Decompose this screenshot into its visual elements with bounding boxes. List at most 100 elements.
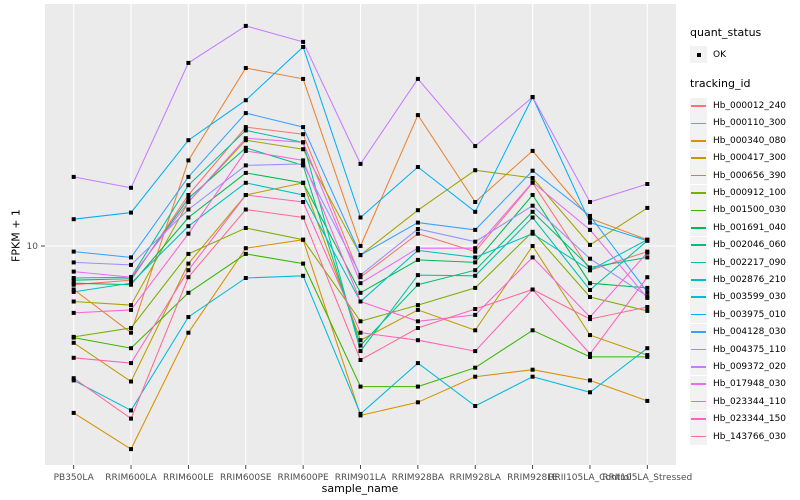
legend-entry-label: Hb_003975_010 <box>713 309 787 320</box>
legend-line-swatch <box>691 192 706 194</box>
legend-key <box>690 184 707 202</box>
legend-line-swatch <box>691 122 706 125</box>
legend-entry-label: Hb_004375_110 <box>713 344 787 355</box>
legend-line-swatch <box>691 244 706 246</box>
axis-ticks <box>41 245 648 469</box>
legend-line-swatch <box>691 348 706 351</box>
legend-entry-ok: OK <box>690 46 798 64</box>
legend-line-swatch <box>691 174 706 177</box>
y-tick-label: 10 <box>27 242 39 252</box>
legend-entry-Hb_002046_060: Hb_002046_060 <box>690 236 798 254</box>
legend-entry-label: Hb_002876_210 <box>713 274 787 285</box>
legend-line-swatch <box>691 139 706 142</box>
legend-entry-Hb_000340_080: Hb_000340_080 <box>690 132 798 150</box>
legend-entry-Hb_001691_040: Hb_001691_040 <box>690 219 798 237</box>
svg-text:RRIM928LE: RRIM928LE <box>507 473 558 483</box>
legend-entry-label: Hb_000417_300 <box>713 153 787 164</box>
legend-entry-Hb_002217_090: Hb_002217_090 <box>690 254 798 272</box>
legend-entry-Hb_002876_210: Hb_002876_210 <box>690 271 798 289</box>
legend-entry-label: Hb_000912_100 <box>713 188 787 199</box>
legend-key <box>690 393 707 411</box>
legend-quant-status: quant_status OK <box>690 26 798 64</box>
legend-entry-label: Hb_017948_030 <box>713 379 787 390</box>
legend-entry-Hb_003599_030: Hb_003599_030 <box>690 288 798 306</box>
legend-entry-Hb_000912_100: Hb_000912_100 <box>690 184 798 202</box>
legend-line-swatch <box>691 400 706 403</box>
legend-line-swatch <box>691 313 706 316</box>
legend-line-swatch <box>691 383 706 386</box>
legend-entry-Hb_000012_240: Hb_000012_240 <box>690 97 798 115</box>
legend-entry-label: Hb_002046_060 <box>713 240 787 251</box>
legend-entry-label: Hb_143766_030 <box>713 431 787 442</box>
legend-entry-label: Hb_023344_150 <box>713 414 787 425</box>
legend-entry-Hb_143766_030: Hb_143766_030 <box>690 428 798 445</box>
legend-entry-Hb_000656_390: Hb_000656_390 <box>690 167 798 185</box>
legend-key <box>690 428 707 445</box>
legend-entry-label: Hb_000656_390 <box>713 170 787 181</box>
legend-key <box>690 132 707 150</box>
legend-line-swatch <box>691 418 706 420</box>
legend-line-swatch <box>691 331 706 333</box>
svg-text:RRII105LA_Control: RRII105LA_Control <box>548 473 631 483</box>
legend-key <box>690 236 707 254</box>
legend-entry-label: Hb_003599_030 <box>713 292 787 303</box>
legend-entry-label: Hb_000110_300 <box>713 118 787 129</box>
legend-key <box>690 410 707 428</box>
legend-key <box>690 149 707 167</box>
legend-key <box>690 167 707 185</box>
legend-quant-status-title: quant_status <box>690 26 762 39</box>
legend-entry-label: Hb_023344_110 <box>713 396 787 407</box>
legend-entry-label: Hb_002217_090 <box>713 257 787 268</box>
svg-text:PB350LA: PB350LA <box>54 473 95 483</box>
svg-text:RRIM901LA: RRIM901LA <box>335 473 387 483</box>
legend-line-swatch <box>691 279 706 281</box>
point-marker-icon <box>696 52 701 57</box>
legend-entry-Hb_004375_110: Hb_004375_110 <box>690 341 798 359</box>
legend-tracking-id-title: tracking_id <box>690 77 751 91</box>
legend-line-swatch <box>691 296 706 299</box>
legend-key <box>690 46 707 64</box>
legend-key <box>690 306 707 324</box>
legend-entry-Hb_023344_110: Hb_023344_110 <box>690 393 798 411</box>
legend-entry-Hb_000417_300: Hb_000417_300 <box>690 149 798 167</box>
x-axis-title: sample_name <box>321 482 399 495</box>
legend-line-swatch <box>691 105 706 107</box>
data-point-markers <box>71 23 650 452</box>
legend-key <box>690 288 707 306</box>
legend-entry-label: Hb_009372_020 <box>713 361 787 372</box>
legend-entry-label: Hb_000012_240 <box>713 101 787 112</box>
legend-key <box>690 358 707 376</box>
legend-entry-Hb_023344_150: Hb_023344_150 <box>690 410 798 428</box>
legend-entry-label: OK <box>713 49 726 60</box>
legend-entry-label: Hb_004128_030 <box>713 327 787 338</box>
legend-key <box>690 201 707 219</box>
legend-entry-Hb_017948_030: Hb_017948_030 <box>690 375 798 393</box>
svg-text:RRIM600SE: RRIM600SE <box>220 473 272 483</box>
svg-text:RRIM600PE: RRIM600PE <box>278 473 330 483</box>
legend-tracking-entries: Hb_000012_240 Hb_000110_300 Hb_000340_080 H… <box>690 97 798 445</box>
y-axis-title: FPKM + 1 <box>9 209 23 262</box>
svg-text:RRIM928BA: RRIM928BA <box>392 473 445 483</box>
legend-key <box>690 375 707 393</box>
svg-text:RRIM600LE: RRIM600LE <box>163 473 214 483</box>
legend-entry-label: Hb_001500_030 <box>713 205 787 216</box>
legend-entry-label: Hb_000340_080 <box>713 135 787 146</box>
legend-key <box>690 341 707 359</box>
legend-line-swatch <box>691 226 706 229</box>
legend-key <box>690 114 707 132</box>
legend-line-swatch <box>691 157 706 159</box>
legend-entry-Hb_003975_010: Hb_003975_010 <box>690 306 798 324</box>
legend-entry-Hb_001500_030: Hb_001500_030 <box>690 201 798 219</box>
svg-text:RRIM928LA: RRIM928LA <box>449 473 501 483</box>
svg-text:RRII105LA_Stressed: RRII105LA_Stressed <box>602 473 692 483</box>
legend-entry-Hb_009372_020: Hb_009372_020 <box>690 358 798 376</box>
legend-key <box>690 254 707 272</box>
svg-text:RRIM600LA: RRIM600LA <box>105 473 157 483</box>
legend-key <box>690 97 707 115</box>
legend-entry-Hb_000110_300: Hb_000110_300 <box>690 114 798 132</box>
x-tick-labels: PB350LA RRIM600LA RRIM600LE RRIM600SE RRIM60… <box>54 473 693 483</box>
legend-key <box>690 271 707 289</box>
legend-line-swatch <box>691 261 706 264</box>
legend-line-swatch <box>691 366 706 368</box>
